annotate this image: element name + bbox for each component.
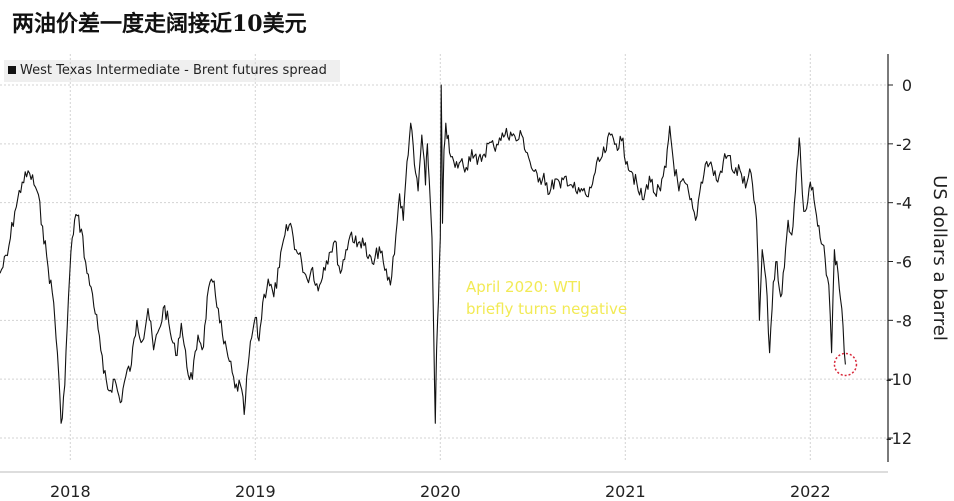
annotation-line-1: April 2020: WTI <box>466 278 582 296</box>
x-tick-label: 2021 <box>605 482 646 501</box>
annotation-line-2: briefly turns negative <box>466 300 628 318</box>
legend-label: West Texas Intermediate - Brent futures … <box>20 63 327 78</box>
highlight-circle <box>833 352 858 377</box>
chart-legend: West Texas Intermediate - Brent futures … <box>4 60 340 82</box>
y-axis-label: US dollars a barrel <box>929 175 950 341</box>
y-tick-label: -12 <box>886 429 912 448</box>
y-tick-label: -10 <box>886 370 912 389</box>
y-tick-label: -4 <box>896 194 912 213</box>
legend-swatch <box>8 66 16 74</box>
x-tick-label: 2018 <box>50 482 91 501</box>
x-tick-label: 2022 <box>790 482 831 501</box>
y-tick-label: -6 <box>896 253 912 272</box>
series-line <box>0 84 846 424</box>
chart-annotation: April 2020: WTI briefly turns negative <box>466 276 627 320</box>
x-tick-label: 2020 <box>420 482 461 501</box>
y-tick-label: 0 <box>902 76 912 95</box>
chart-title: 两油价差一度走阔接近10美元 <box>12 11 307 37</box>
x-tick-label: 2019 <box>235 482 276 501</box>
y-tick-label: -8 <box>896 311 912 330</box>
y-tick-label: -2 <box>896 135 912 154</box>
